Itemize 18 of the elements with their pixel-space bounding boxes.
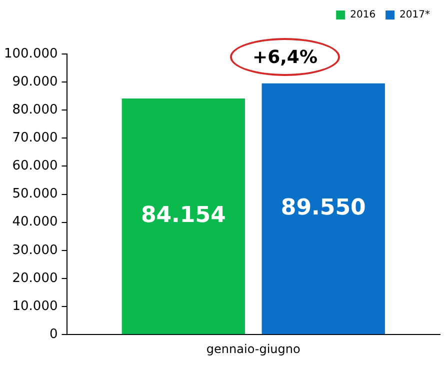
y-tick-label: 0: [49, 326, 58, 342]
data-label: 89.550: [280, 195, 366, 220]
y-tick-label: 80.000: [12, 102, 58, 118]
y-tick-label: 20.000: [12, 270, 58, 286]
data-label: 84.154: [140, 203, 226, 228]
y-tick-label: 90.000: [12, 74, 58, 90]
y-tick-label: 50.000: [12, 186, 58, 202]
legend-label: 2017*: [400, 10, 430, 21]
y-tick-label: 40.000: [12, 214, 58, 230]
y-tick-label: 100.000: [4, 46, 58, 62]
x-tick-label: gennaio-giugno: [206, 342, 300, 356]
y-tick-label: 60.000: [12, 158, 58, 174]
y-tick-label: 10.000: [12, 298, 58, 314]
legend-label: 2016: [350, 10, 376, 21]
y-tick-label: 30.000: [12, 242, 58, 258]
annotation: +6,4%: [252, 46, 318, 68]
ellipse-outline: +6,4%: [230, 38, 340, 76]
y-tick-label: 70.000: [12, 130, 58, 146]
